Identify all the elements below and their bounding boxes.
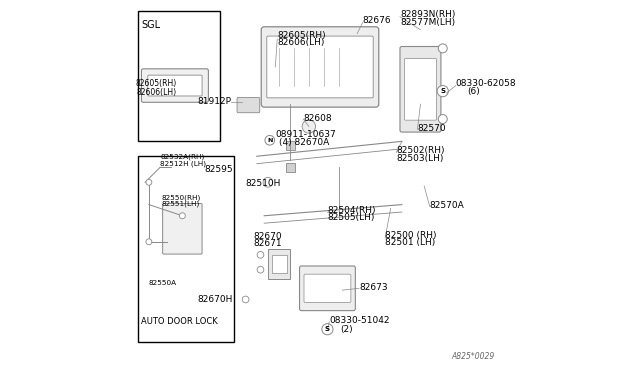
Bar [286,163,294,172]
FancyBboxPatch shape [141,69,209,102]
FancyBboxPatch shape [237,97,260,113]
Text: 82670H: 82670H [197,295,232,304]
Circle shape [322,324,333,335]
FancyBboxPatch shape [300,266,355,311]
Text: 82595: 82595 [204,165,232,174]
Circle shape [437,86,449,97]
Circle shape [265,135,275,145]
Text: 82606(LH): 82606(LH) [136,88,177,97]
Text: 82676: 82676 [363,16,392,25]
Text: 08330-62058: 08330-62058 [456,79,516,88]
Text: (4) 82670A: (4) 82670A [279,138,330,147]
Bar [271,255,287,273]
Circle shape [302,120,316,133]
Text: (2): (2) [340,325,353,334]
Text: 82501 (LH): 82501 (LH) [385,238,435,247]
FancyBboxPatch shape [163,203,202,254]
Text: 82550A: 82550A [149,280,177,286]
Bar [268,249,290,279]
Text: 82503(LH): 82503(LH) [396,154,444,163]
Circle shape [146,179,152,185]
Text: 82512H (LH): 82512H (LH) [160,161,206,167]
FancyBboxPatch shape [267,36,373,98]
FancyBboxPatch shape [400,46,441,132]
Circle shape [179,213,186,219]
Text: 82570A: 82570A [429,201,465,210]
Text: N: N [267,138,273,143]
Circle shape [257,266,264,273]
Text: 82510H: 82510H [246,179,281,187]
Text: 82504(RH): 82504(RH) [328,206,376,215]
Bar [138,11,220,141]
Text: 82671: 82671 [253,239,282,248]
Text: 82893N(RH): 82893N(RH) [400,10,455,19]
Text: 82551(LH): 82551(LH) [162,201,200,207]
Text: AUTO DOOR LOCK: AUTO DOOR LOCK [141,317,218,326]
Circle shape [243,296,249,303]
Text: 82608: 82608 [303,114,332,123]
Text: 82670: 82670 [253,232,282,241]
Text: S: S [440,88,445,94]
Text: 08330-51042: 08330-51042 [330,316,390,325]
Text: 82500 (RH): 82500 (RH) [385,231,436,240]
Text: 82605(RH): 82605(RH) [136,78,177,87]
Text: 82606(LH): 82606(LH) [277,38,324,47]
Text: 82505(LH): 82505(LH) [328,213,375,222]
Text: SGL: SGL [141,20,161,31]
Circle shape [263,177,273,187]
Text: 82502(RH): 82502(RH) [396,146,445,155]
Text: 82673: 82673 [359,283,388,292]
Text: S: S [325,326,330,332]
Circle shape [146,239,152,245]
Text: (6): (6) [467,87,480,96]
Text: 08911-10637: 08911-10637 [275,130,336,139]
Circle shape [438,115,447,124]
Bar [286,141,294,150]
Text: 81912P: 81912P [198,97,232,106]
FancyBboxPatch shape [404,58,436,120]
Text: 82570: 82570 [417,124,446,133]
Text: 82532A(RH): 82532A(RH) [160,154,204,160]
Text: 82550(RH): 82550(RH) [162,194,201,201]
Text: A825*0029: A825*0029 [452,352,495,361]
Bar [138,156,234,342]
Text: 82605(RH): 82605(RH) [277,31,326,40]
Text: 82577M(LH): 82577M(LH) [400,18,455,27]
Circle shape [438,44,447,53]
FancyBboxPatch shape [304,274,351,302]
FancyBboxPatch shape [261,27,379,107]
FancyBboxPatch shape [148,75,202,96]
Circle shape [257,251,264,258]
